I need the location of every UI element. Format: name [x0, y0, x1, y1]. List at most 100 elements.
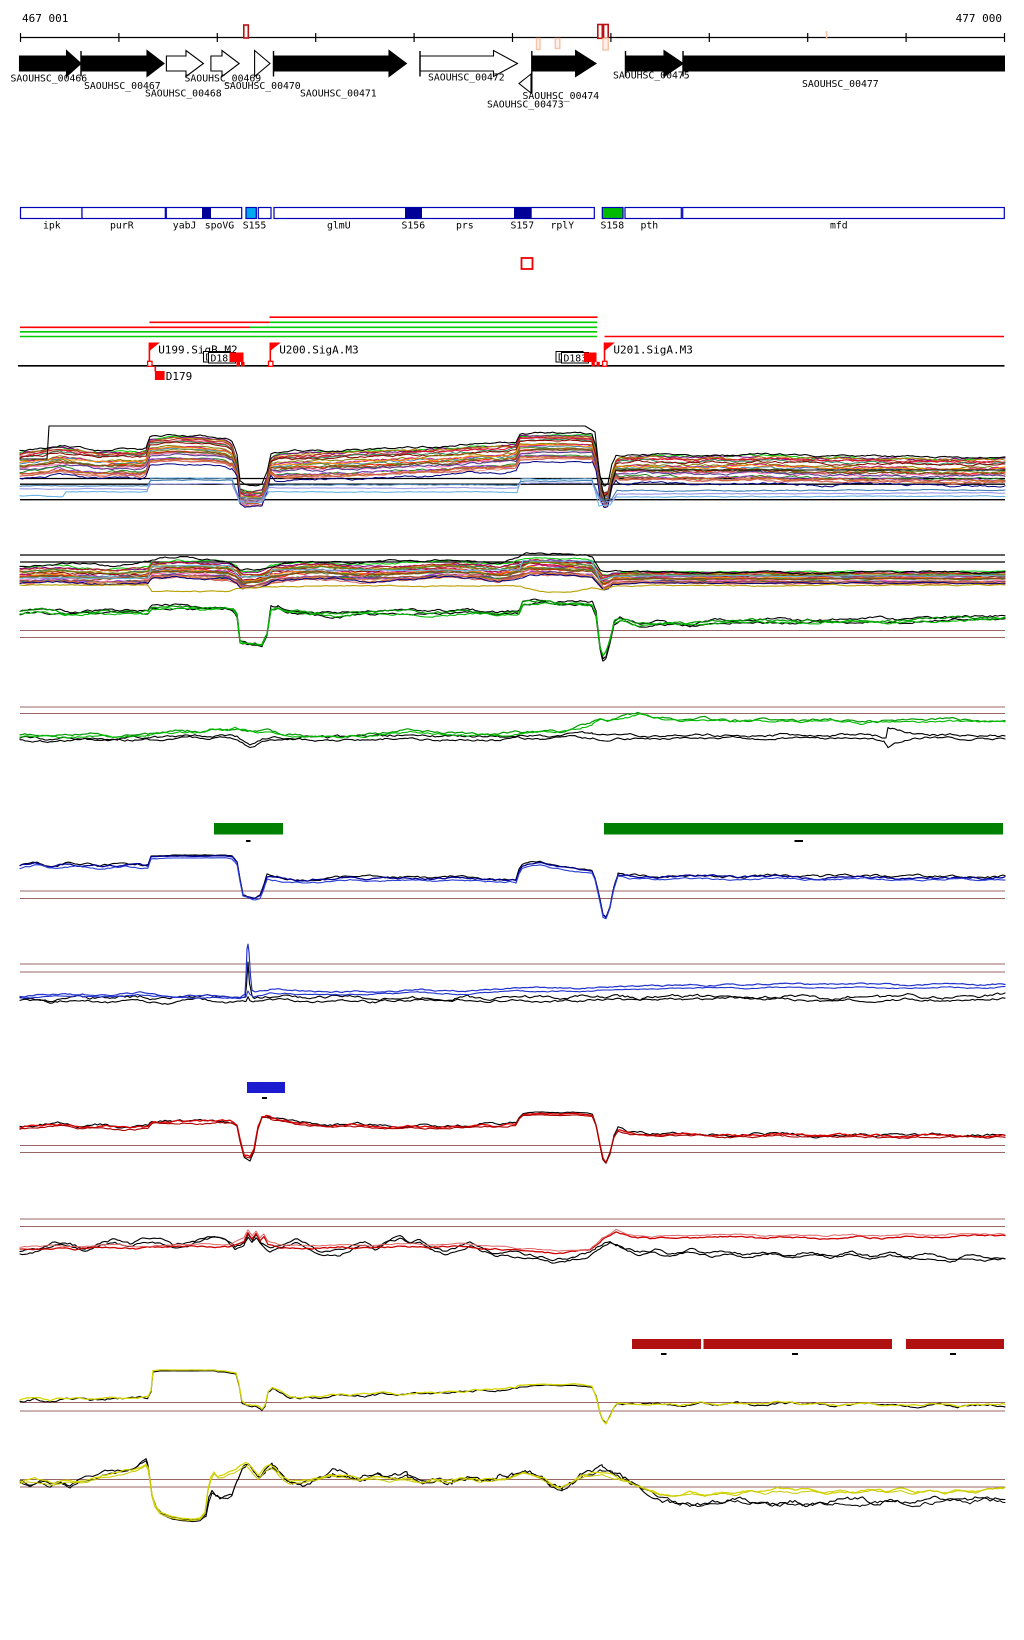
spoVG-block[interactable] [202, 207, 211, 219]
gene-SAOUHSC_00474[interactable]: SAOUHSC_00474 [523, 49, 600, 103]
gene-arrowhead[interactable] [254, 49, 271, 78]
ruler-pink-marker[interactable] [602, 37, 610, 51]
transcript-signal-track: U199.SigB.M2U200.SigA.M3U201.SigA.M3D180… [18, 316, 1005, 383]
green-bars-segment[interactable] [214, 823, 283, 835]
gene-arrowhead-left[interactable] [518, 72, 532, 95]
gene-label: SAOUHSC_00477 [802, 79, 879, 90]
tss-flag-U200.SigA.M3[interactable]: U200.SigA.M3 [269, 342, 359, 366]
gene-SAOUHSC_00467[interactable]: SAOUHSC_00467 [80, 49, 165, 93]
gene-SAOUHSC_00466[interactable]: SAOUHSC_00466 [11, 49, 88, 85]
flag-pennant [604, 342, 615, 351]
panel-2-all-conditions-ratio-env2-black [19, 552, 1006, 575]
gene-arrow[interactable] [419, 49, 519, 78]
tss-solid-base-square [241, 361, 245, 367]
gene-SAOUHSC_00473[interactable]: SAOUHSC_00473 [487, 72, 564, 111]
panel-4-green-profile-p4-green1 [19, 711, 1006, 739]
ruler-pink-tick [825, 31, 828, 39]
annotation-label-yabJ: yabJ [173, 221, 197, 232]
blue-bars [247, 1082, 285, 1099]
panel-1-all-conditions-profile-skyblue-low [19, 477, 1006, 507]
ruler-red-marker[interactable] [596, 23, 604, 40]
ruler-red-marker[interactable] [243, 24, 250, 39]
ruler-pink-marker[interactable] [554, 37, 561, 50]
darkred-bars-segment[interactable] [632, 1339, 701, 1349]
green-bars-tick [246, 840, 251, 842]
gene-SAOUHSC_00469[interactable]: SAOUHSC_00469 [185, 49, 262, 85]
blue-bars-segment[interactable] [247, 1082, 285, 1093]
ruler-pink-marker[interactable] [535, 37, 541, 51]
tss-flag-U201.SigA.M3[interactable]: U201.SigA.M3 [603, 342, 693, 366]
panel-9-yellow-profile-p9-black [19, 1370, 1006, 1425]
panel-2-all-conditions-ratio [19, 552, 1006, 593]
flag-pennant [270, 342, 281, 351]
gene-label: SAOUHSC_00470 [224, 81, 301, 92]
darkred-bars-segment[interactable] [703, 1339, 893, 1349]
panel-2-all-conditions-ratio-band-series-7 [19, 561, 1006, 580]
glmU-box[interactable] [273, 206, 595, 220]
boxed-label-text: D183 [564, 354, 588, 365]
darkred-bars-segment[interactable] [906, 1339, 1004, 1349]
gene-arrow-track: SAOUHSC_00466SAOUHSC_00467SAOUHSC_00468S… [11, 49, 1005, 111]
mfd-box[interactable] [682, 206, 1005, 220]
annotation-label-prs: prs [456, 221, 474, 232]
tss-pole-base-square [146, 360, 153, 367]
panel-3-green-ratio-p3-black1 [19, 598, 1006, 660]
gene-SAOUHSC_00470[interactable]: SAOUHSC_00470 [224, 49, 301, 93]
darkred-bars-tick [661, 1353, 667, 1355]
gene-label: SAOUHSC_00474 [523, 91, 600, 102]
gene-arrow[interactable] [272, 49, 408, 78]
annotation-label-S155: S155 [243, 221, 267, 232]
panel-1-all-conditions-profile-band-series-21 [19, 456, 1006, 506]
panel-4-green-profile-p4-green2 [19, 713, 1006, 739]
gene-arrow[interactable] [165, 49, 205, 78]
gene-arrow[interactable] [624, 49, 685, 78]
blue-bars-tick [262, 1097, 267, 1099]
gene-arrow[interactable] [80, 49, 165, 78]
purR-box[interactable] [81, 206, 166, 220]
panel-2-all-conditions-ratio-sky2-steps [19, 559, 1006, 581]
panel-5-navy-profile-p5-navy1 [19, 855, 1006, 919]
tss-flag-down-D179[interactable]: D179 [154, 366, 193, 383]
panel-1-all-conditions-profile [19, 425, 1006, 508]
annotation-label-S156: S156 [402, 221, 426, 232]
panel-6-navy-ratio-p6-blue1 [19, 943, 1006, 999]
gene-SAOUHSC_00477[interactable]: SAOUHSC_00477 [682, 55, 1005, 90]
panel-1-all-conditions-profile-band-series-22 [19, 457, 1006, 508]
panel-8-red-ratio-p8-black2 [19, 1236, 1006, 1264]
spacer-box[interactable] [257, 206, 272, 220]
gene-SAOUHSC_00471[interactable]: SAOUHSC_00471 [272, 49, 408, 100]
gene-arrow[interactable] [532, 49, 598, 78]
tss-solid-base-square [236, 361, 240, 367]
pth-box[interactable] [624, 206, 682, 220]
panel-10-yellow-ratio-p10-black1 [19, 1458, 1006, 1521]
green-bars-segment[interactable] [604, 823, 1003, 835]
ruler-red-marker[interactable] [602, 23, 609, 40]
S156-block[interactable] [405, 207, 422, 219]
panel-1-all-conditions-profile-band-series-4 [19, 437, 1006, 496]
tss-solid-base-square [596, 361, 600, 367]
gene-arrow[interactable] [210, 49, 241, 78]
tss-red-block[interactable] [229, 352, 244, 363]
gene-label: SAOUHSC_00472 [428, 73, 505, 84]
S158-box[interactable] [601, 206, 624, 220]
panel-7-red-profile [19, 1111, 1006, 1164]
gene-SAOUHSC_00468[interactable]: SAOUHSC_00468 [145, 49, 222, 100]
panel-7-red-profile-p7-red1 [19, 1112, 1006, 1164]
tss-red-square[interactable] [520, 257, 534, 270]
S155-box[interactable] [245, 206, 257, 220]
gene-SAOUHSC_00475[interactable]: SAOUHSC_00475 [613, 49, 690, 82]
S157-block[interactable] [514, 207, 532, 219]
panel-4-green-profile [19, 706, 1006, 749]
flag-label: D179 [166, 370, 193, 383]
gene-SAOUHSC_00472[interactable]: SAOUHSC_00472 [419, 49, 519, 84]
gene-body[interactable] [682, 55, 1005, 72]
tss-red-block[interactable] [584, 352, 597, 363]
gene-label: SAOUHSC_00471 [300, 89, 377, 100]
tss-solid-base-square [591, 361, 595, 367]
panel-8-red-ratio-p8-red2 [19, 1229, 1006, 1252]
annotation-label-glmU: glmU [327, 221, 351, 232]
gene-arrow[interactable] [18, 49, 82, 78]
darkred-bars-tick [792, 1353, 798, 1355]
ipk-box[interactable] [19, 206, 83, 220]
